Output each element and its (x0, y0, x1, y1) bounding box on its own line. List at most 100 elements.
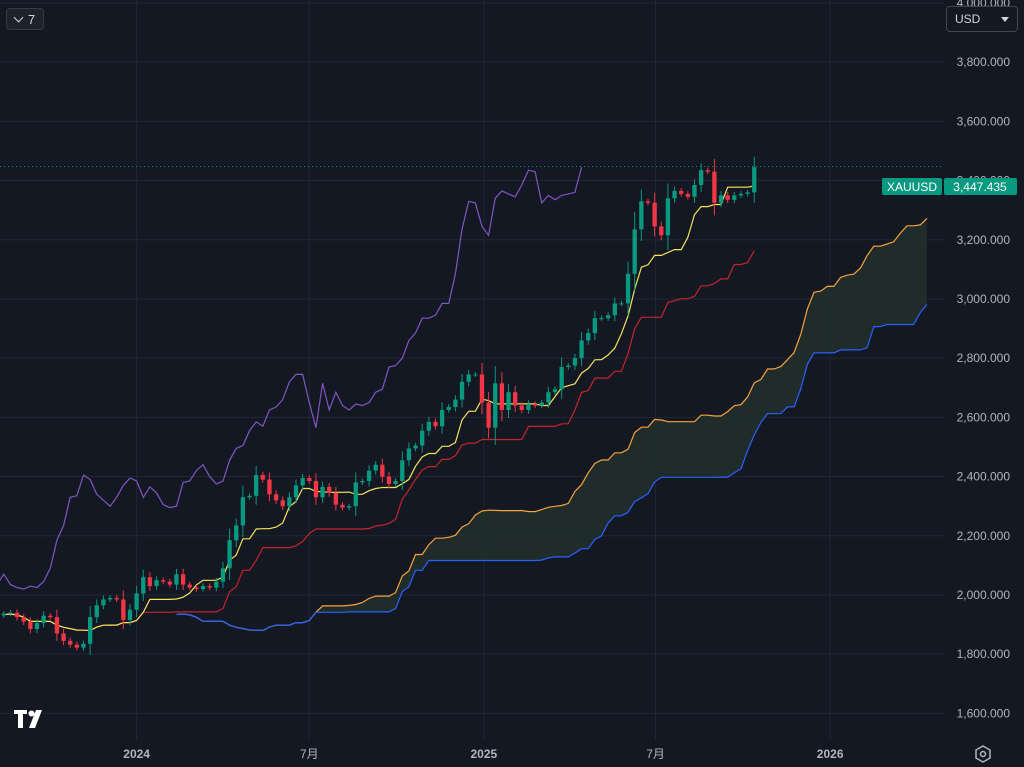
candle (293, 479, 299, 504)
candle (393, 478, 398, 487)
candle (539, 399, 544, 409)
candle (167, 578, 172, 588)
price-axis: 1,600.000 1,800.000 2,000.000 2,200.000 2,40… (957, 0, 1011, 720)
candle-body (68, 640, 73, 645)
candle (194, 584, 199, 592)
interval-toggle-button[interactable]: 7 (6, 8, 44, 30)
candle (453, 395, 458, 412)
candle (373, 460, 378, 475)
candle (227, 528, 232, 580)
y-tick-label: 3,000.000 (957, 292, 1011, 306)
y-tick-label: 2,200.000 (957, 529, 1011, 543)
tradingview-logo-icon[interactable] (14, 710, 46, 728)
candle-body (426, 421, 431, 431)
candle-body (107, 597, 113, 600)
candle-body (340, 504, 345, 508)
candle-body (479, 374, 485, 403)
currency-value: USD (955, 12, 981, 26)
candle-body (532, 404, 538, 406)
candle-body (134, 593, 139, 610)
candle-body (8, 612, 13, 614)
candle-body (287, 497, 292, 507)
candle (439, 402, 445, 434)
candle (346, 503, 352, 511)
chevron-down-icon (13, 12, 24, 22)
candle-body (54, 617, 60, 634)
cloud-fill (176, 218, 927, 631)
candle-body (459, 381, 465, 400)
candle (1, 611, 6, 618)
candle-body (346, 506, 352, 508)
candle-body (187, 584, 192, 588)
candle (121, 590, 126, 630)
candle-body (180, 574, 186, 585)
candle-body (207, 586, 212, 588)
candle (745, 189, 750, 197)
chevron-down-icon (1001, 16, 1009, 22)
candle-body (234, 525, 239, 541)
candle (107, 595, 113, 603)
candle-body (519, 405, 524, 410)
candle-body (572, 358, 578, 366)
candle-body (300, 478, 305, 486)
candle (665, 183, 671, 251)
candles (1, 156, 757, 655)
candle-body (141, 577, 146, 594)
senkou-span-b-line (176, 304, 928, 632)
candle (254, 466, 259, 505)
gear-icon[interactable] (974, 745, 992, 763)
candle (273, 490, 279, 505)
candle-body (453, 399, 458, 407)
candle-body (672, 190, 677, 199)
candle-body (174, 574, 179, 585)
candle-body (592, 318, 598, 333)
candle-body (659, 226, 664, 236)
candle-body (200, 586, 206, 590)
candle-body (612, 303, 617, 316)
candle (672, 186, 677, 203)
price-tag-symbol: XAUUSD (887, 180, 937, 194)
y-tick-label: 1,600.000 (957, 706, 1011, 720)
candle (526, 400, 531, 414)
candle-body (21, 617, 26, 622)
candle-body (665, 198, 671, 236)
candle (639, 189, 644, 242)
candle (645, 198, 651, 206)
x-tick-label: 7月 (300, 747, 319, 761)
candle (400, 451, 405, 491)
y-tick-label: 3,800.000 (957, 55, 1011, 69)
last-price-tag: XAUUSD 3,447.435 (882, 178, 1017, 195)
candle (592, 311, 598, 340)
candle (247, 493, 252, 500)
candle-body (552, 389, 558, 393)
candle-body (280, 500, 285, 507)
y-tick-label: 3,600.000 (957, 114, 1011, 128)
price-tag-value: 3,447.435 (953, 180, 1007, 194)
candle (74, 641, 80, 651)
currency-select[interactable]: USD (946, 6, 1018, 32)
candle-body (712, 171, 717, 203)
candle (752, 156, 757, 203)
candle-body (353, 482, 358, 507)
candle (466, 370, 471, 387)
candle-body (499, 383, 505, 410)
chikou-line (0, 167, 583, 590)
candle-body (493, 383, 498, 428)
candle-body (267, 479, 272, 495)
x-tick-label: 2026 (817, 747, 844, 761)
candle (599, 315, 604, 321)
candle-body (373, 464, 378, 471)
candle (559, 357, 564, 399)
candle-body (526, 404, 531, 410)
candle (127, 604, 133, 626)
candle-body (161, 580, 166, 582)
candle (433, 418, 438, 430)
candle-body (320, 486, 325, 498)
candle (200, 583, 206, 592)
candle (519, 402, 524, 414)
candle (260, 471, 265, 483)
candle-body (632, 229, 637, 274)
candle-body (94, 605, 99, 618)
indicator-lines (0, 167, 928, 632)
